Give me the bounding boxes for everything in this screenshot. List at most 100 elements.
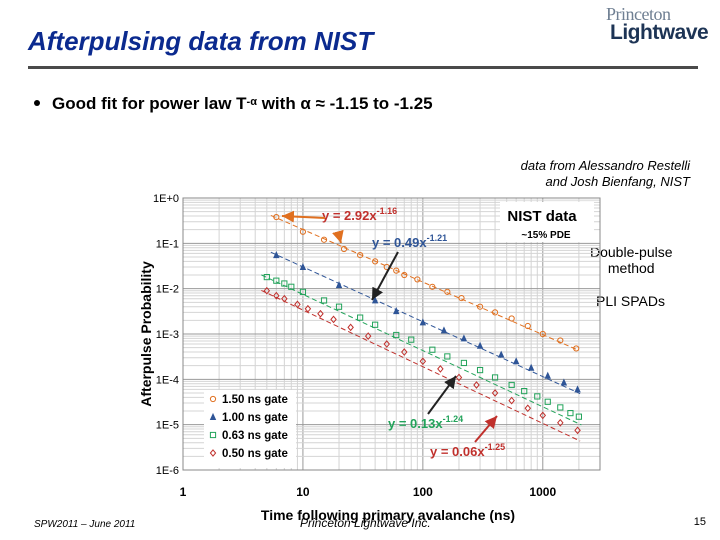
- y-tick-label: 1E-2: [156, 284, 179, 296]
- data-point: [437, 365, 444, 373]
- x-axis-label: Time following primary avalanche (ns): [261, 507, 515, 523]
- method-note-line-1: Double-pulse: [590, 244, 673, 260]
- bullet-text-post: with α ≈ -1.15 to -1.25: [256, 94, 433, 113]
- data-point: [429, 346, 436, 353]
- data-point: [372, 258, 379, 265]
- fit-equation: y = 0.49x-1.21: [372, 233, 447, 250]
- data-point: [299, 228, 307, 235]
- bullet-text-pre: Good fit for power law T: [52, 94, 247, 113]
- fit-line: [261, 274, 582, 426]
- data-point: [573, 345, 580, 352]
- legend-label: 1.00 ns gate: [222, 412, 288, 424]
- data-point: [460, 334, 468, 342]
- x-tick-label: 1000: [529, 485, 556, 499]
- data-point: [347, 323, 354, 332]
- fit-equation: y = 0.06x-1.25: [430, 442, 505, 459]
- data-point: [508, 315, 515, 322]
- data-point: [273, 251, 280, 259]
- data-markers: [263, 213, 582, 435]
- data-point: [372, 321, 379, 328]
- data-point: [524, 322, 531, 330]
- data-point: [473, 381, 480, 389]
- data-point: [414, 276, 421, 283]
- x-tick-label: 10: [296, 485, 310, 499]
- fit-equation: y = 2.92x-1.16: [322, 206, 397, 223]
- y-axis-label: Afterpulse Probability: [138, 261, 154, 407]
- fit-equation: y = 0.13x-1.24: [388, 414, 463, 431]
- fit-labels: y = 2.92x-1.16 y = 0.49x-1.21 y = 0.13x-1.…: [322, 206, 505, 459]
- spad-note: PLI SPADs: [596, 293, 665, 309]
- data-point: [299, 262, 307, 271]
- data-point: [491, 389, 499, 397]
- data-point: [539, 411, 547, 420]
- data-point: [512, 357, 520, 365]
- data-point: [440, 326, 448, 334]
- data-point: [317, 309, 324, 318]
- plot-frame: [182, 197, 601, 471]
- footer-left: SPW2011 – June 2011: [34, 519, 136, 530]
- data-point: [574, 426, 581, 435]
- data-point: [330, 315, 337, 324]
- data-point: [455, 373, 463, 382]
- data-point: [539, 330, 546, 338]
- company-logo: Princeton Lightwave: [600, 4, 715, 44]
- data-point: [508, 381, 515, 389]
- data-point: [304, 304, 312, 313]
- method-note: Double-pulse method: [590, 244, 673, 276]
- data-point: [281, 294, 288, 303]
- data-point: [544, 371, 551, 379]
- data-point: [364, 332, 372, 340]
- y-tick-label: 1E-5: [156, 420, 179, 432]
- data-point: [491, 309, 499, 316]
- data-point: [263, 273, 270, 281]
- y-tick-label: 1E-3: [156, 329, 179, 341]
- data-point: [560, 378, 568, 386]
- fit-arrows: [281, 210, 498, 443]
- data-point: [340, 245, 348, 253]
- data-point: [273, 277, 280, 284]
- fit-arrow: [474, 415, 498, 443]
- bullet-dot: [34, 99, 40, 106]
- data-point: [458, 294, 465, 302]
- data-point: [393, 331, 400, 339]
- data-point: [419, 357, 427, 366]
- bullet-exponent: -α: [246, 96, 257, 108]
- data-point: [357, 314, 364, 321]
- data-point: [527, 363, 535, 371]
- data-point: [408, 336, 415, 343]
- slide-title: Afterpulsing data from NIST: [28, 26, 374, 56]
- data-point: [575, 413, 582, 420]
- page-number: 15: [693, 516, 706, 528]
- legend-marker: [209, 449, 217, 457]
- data-credit: data from Alessandro Restelli and Josh B…: [521, 158, 690, 190]
- title-rule: [28, 66, 698, 69]
- data-point: [444, 288, 451, 295]
- fit-arrow: [281, 210, 326, 223]
- x-tick-label: 100: [413, 485, 433, 499]
- data-point: [557, 404, 564, 411]
- data-point: [497, 350, 505, 358]
- fit-line: [261, 289, 581, 442]
- logo-line-2: Lightwave: [610, 21, 709, 44]
- data-point: [299, 288, 307, 295]
- data-point: [460, 359, 468, 367]
- data-point: [567, 409, 574, 417]
- data-point: [534, 393, 541, 400]
- data-point: [401, 271, 408, 279]
- data-point: [521, 388, 528, 395]
- legend-marker: [209, 395, 217, 403]
- data-point: [476, 303, 484, 310]
- data-point: [476, 341, 484, 349]
- method-note-line-2: method: [607, 260, 655, 276]
- chart-legend: 1.50 ns gate 1.00 ns gate 0.63 ns gate 0.50…: [209, 394, 288, 460]
- credit-line-2: and Josh Bienfang, NIST: [545, 174, 690, 189]
- data-point: [335, 303, 343, 310]
- inset-label: NIST data: [507, 208, 577, 225]
- data-point: [401, 348, 408, 356]
- data-point: [393, 307, 400, 315]
- data-point: [557, 418, 564, 427]
- data-point: [393, 267, 400, 274]
- y-tick-label: 1E-1: [156, 238, 179, 250]
- data-point: [524, 404, 532, 413]
- data-point: [281, 280, 288, 287]
